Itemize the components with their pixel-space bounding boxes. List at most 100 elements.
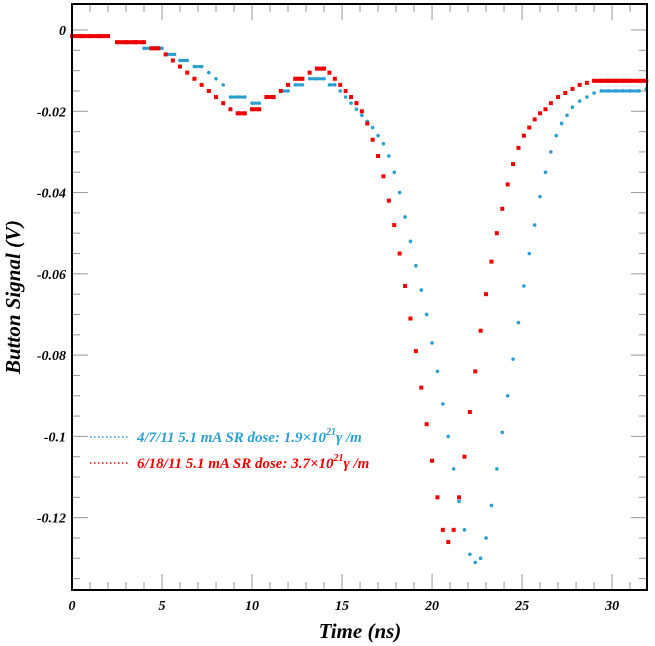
- data-point: [556, 95, 561, 100]
- data-point: [332, 76, 337, 81]
- data-point: [441, 402, 445, 406]
- data-point: [522, 284, 526, 288]
- data-point: [419, 288, 424, 292]
- data-point: [484, 536, 488, 540]
- data-point: [327, 70, 332, 75]
- data-point: [349, 95, 354, 100]
- y-axis-title: Button Signal (V): [1, 220, 25, 375]
- data-point: [286, 89, 290, 93]
- data-point: [516, 145, 521, 150]
- data-point: [360, 113, 364, 118]
- data-point: [333, 83, 337, 87]
- legend-label: 4/7/11 5.1 mA SR dose: 1.9×1021γ /m: [136, 427, 362, 446]
- data-point: [414, 263, 418, 268]
- data-point: [424, 422, 429, 427]
- x-tick-label: 15: [335, 599, 349, 614]
- data-point: [142, 40, 147, 45]
- data-point: [473, 369, 478, 374]
- data-point: [532, 223, 537, 227]
- data-point: [446, 434, 451, 439]
- data-point: [192, 76, 197, 81]
- data-point: [527, 125, 532, 130]
- data-point: [478, 328, 483, 333]
- data-point: [214, 76, 218, 81]
- y-tick-label: -0.02: [37, 105, 66, 120]
- data-point: [178, 64, 183, 69]
- y-tick-label: -0.12: [37, 512, 66, 527]
- data-point: [462, 454, 467, 459]
- data-point: [271, 95, 276, 100]
- y-tick-label: -0.04: [37, 187, 66, 202]
- data-point: [124, 40, 129, 45]
- data-point: [440, 527, 445, 532]
- y-tick-label: -0.06: [37, 268, 66, 283]
- data-point: [637, 89, 641, 93]
- data-point: [532, 117, 537, 122]
- data-point: [489, 259, 494, 264]
- data-point: [300, 76, 305, 81]
- x-tick-label: 20: [424, 599, 439, 614]
- data-point: [106, 34, 111, 39]
- x-tick-label: 30: [604, 599, 619, 614]
- data-point: [354, 101, 359, 106]
- data-point: [462, 528, 467, 532]
- x-tick-label: 10: [245, 599, 259, 614]
- data-point: [521, 133, 526, 138]
- data-point: [451, 467, 456, 471]
- data-point: [548, 101, 553, 106]
- data-point: [381, 174, 386, 179]
- data-point: [484, 292, 489, 297]
- data-point: [354, 107, 359, 112]
- data-point: [172, 52, 177, 57]
- data-point: [403, 284, 408, 289]
- plot-series: [70, 34, 649, 565]
- data-point: [505, 182, 510, 187]
- data-point: [511, 357, 515, 361]
- x-tick-label: 25: [514, 599, 529, 614]
- data-point: [278, 88, 283, 93]
- data-point: [511, 162, 516, 167]
- data-point: [397, 190, 402, 195]
- data-point: [538, 111, 543, 116]
- data-point: [408, 316, 413, 321]
- data-point: [457, 495, 462, 500]
- data-point: [563, 90, 568, 95]
- data-point: [156, 46, 161, 51]
- data-point: [359, 109, 364, 114]
- data-point: [286, 82, 291, 87]
- data-point: [468, 552, 472, 557]
- data-point: [467, 410, 472, 415]
- data-point: [392, 223, 397, 228]
- data-point: [435, 495, 440, 500]
- legend-label: 6/18/11 5.1 mA SR dose: 3.7×1021γ /m: [137, 453, 369, 472]
- data-point: [577, 82, 582, 87]
- legend: 4/7/11 5.1 mA SR dose: 1.9×1021γ /m 6/18/…: [90, 427, 369, 472]
- data-point: [160, 46, 164, 51]
- data-point: [538, 194, 542, 199]
- data-point: [592, 91, 596, 95]
- data-point: [527, 251, 532, 256]
- data-point: [206, 88, 211, 93]
- x-tick-label: 5: [159, 599, 166, 614]
- data-point: [307, 70, 312, 75]
- data-point: [386, 198, 391, 203]
- data-point: [543, 107, 548, 112]
- data-point: [424, 312, 429, 317]
- data-point: [221, 101, 226, 106]
- data-point: [199, 64, 204, 69]
- data-point: [585, 95, 589, 99]
- data-point: [392, 170, 397, 175]
- data-point: [397, 251, 402, 256]
- data-point: [338, 89, 343, 93]
- y-tick-label: -0.1: [44, 430, 66, 445]
- data-point: [584, 80, 589, 85]
- data-point: [242, 111, 247, 116]
- data-point: [505, 393, 510, 398]
- data-point: [457, 499, 461, 504]
- data-point: [170, 58, 175, 63]
- data-point: [570, 86, 575, 91]
- data-point: [494, 231, 499, 236]
- data-point: [408, 239, 413, 244]
- axis-ticks: [71, 4, 647, 590]
